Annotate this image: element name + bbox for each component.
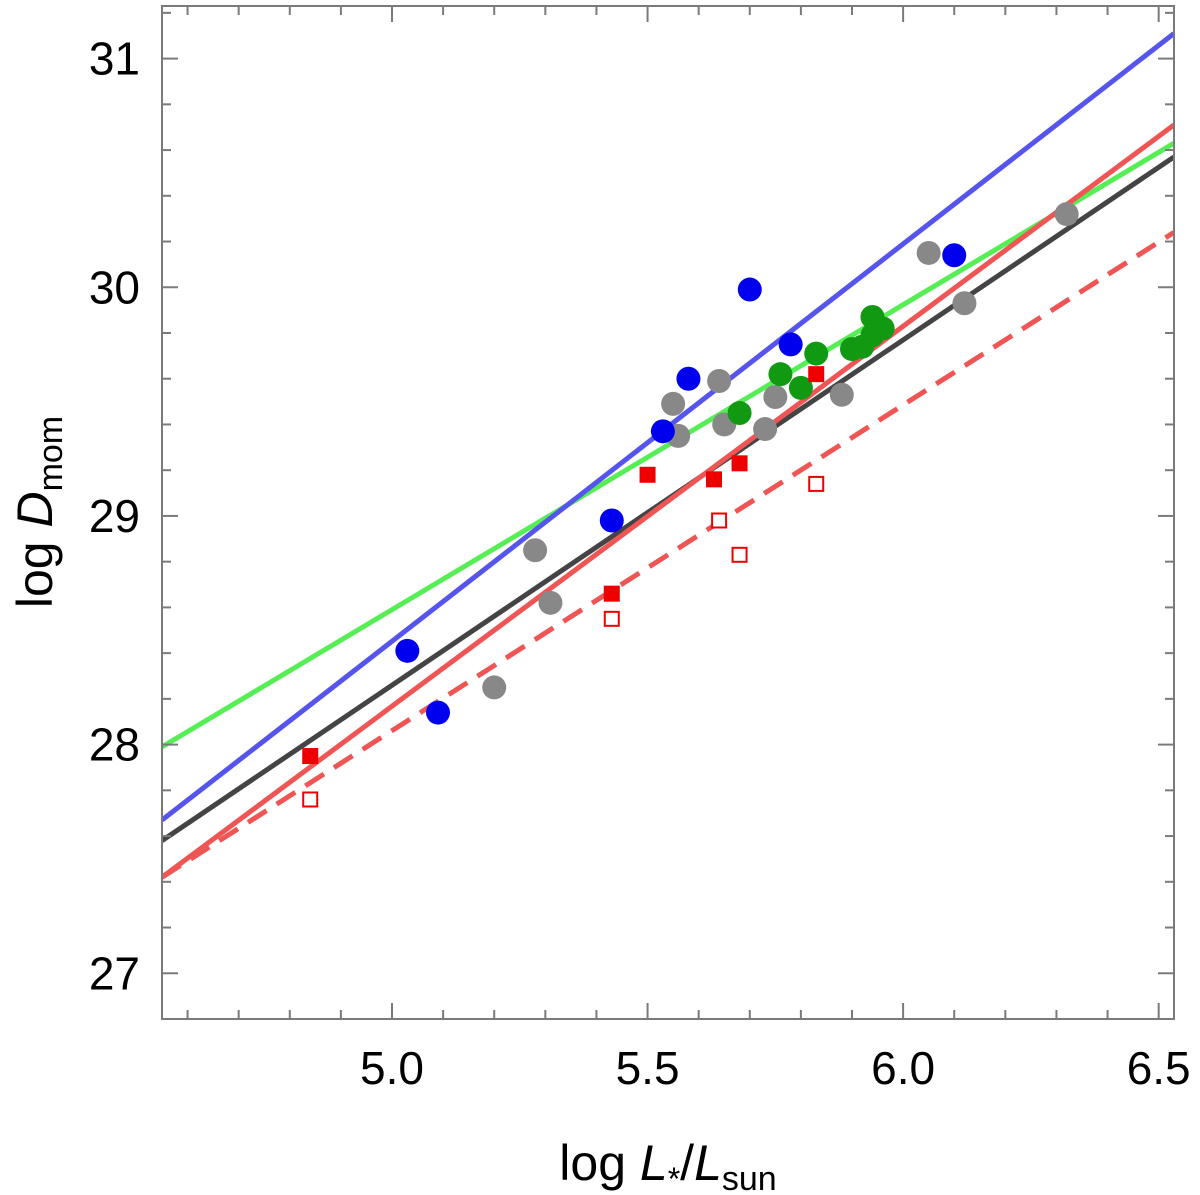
point-blue-6: [778, 332, 803, 357]
point-blue-2: [599, 508, 624, 533]
x-tick-label: 6.5: [1127, 1042, 1191, 1094]
fit-lines: [162, 31, 1174, 880]
point-red-open-0: [302, 791, 319, 808]
point-red-open-3: [731, 546, 748, 563]
point-red-filled-2: [639, 466, 656, 483]
point-red-filled-5: [808, 366, 825, 383]
point-grey-3: [661, 391, 686, 416]
point-green-2: [788, 375, 813, 400]
point-green-3: [804, 341, 829, 366]
x-tick-label: 6.0: [871, 1042, 935, 1094]
point-red-filled-3: [706, 471, 722, 488]
point-green-0: [727, 401, 752, 426]
point-grey-8: [763, 385, 788, 410]
point-red-filled-4: [731, 455, 748, 472]
point-grey-12: [1054, 202, 1079, 227]
point-grey-1: [523, 538, 548, 563]
point-grey-10: [916, 240, 941, 265]
point-green-1: [768, 362, 793, 387]
point-grey-7: [753, 417, 778, 442]
point-blue-3: [650, 419, 675, 444]
point-blue-7: [942, 243, 967, 268]
point-grey-2: [538, 590, 563, 615]
axis-ticks: [162, 6, 1174, 1020]
point-red-open-1: [603, 610, 620, 627]
y-tick-label: 28: [89, 719, 140, 771]
point-blue-1: [426, 700, 450, 725]
point-red-open-4: [808, 475, 825, 492]
point-blue-0: [395, 638, 420, 663]
y-tick-label: 27: [89, 947, 140, 999]
fit-line-red-dashed-fit: [162, 230, 1174, 880]
point-red-filled-0: [302, 748, 319, 765]
plot-frame: [161, 5, 1175, 1020]
point-blue-5: [737, 277, 762, 302]
fit-line-red-fit: [162, 122, 1174, 880]
point-grey-11: [952, 291, 977, 316]
point-red-open-2: [711, 512, 728, 529]
point-grey-0: [482, 675, 507, 700]
tick-labels: 5.0 5.5 6.0 6.5 27 28 29 30 31: [89, 33, 1191, 1094]
point-blue-4: [676, 366, 701, 391]
data-points: [302, 202, 1079, 808]
point-grey-9: [829, 382, 854, 407]
y-axis-label: log Dmom: [7, 416, 70, 608]
x-tick-label: 5.5: [616, 1042, 680, 1094]
point-red-filled-1: [603, 585, 620, 602]
x-axis-label: log L*/Lsun: [559, 1135, 776, 1195]
y-tick-label: 30: [89, 261, 140, 313]
x-tick-label: 5.0: [360, 1042, 424, 1094]
point-grey-5: [707, 369, 732, 394]
fit-line-green-fit: [162, 141, 1174, 750]
y-tick-label: 31: [89, 33, 140, 85]
point-green-8: [870, 316, 895, 341]
y-tick-label: 29: [89, 490, 140, 542]
